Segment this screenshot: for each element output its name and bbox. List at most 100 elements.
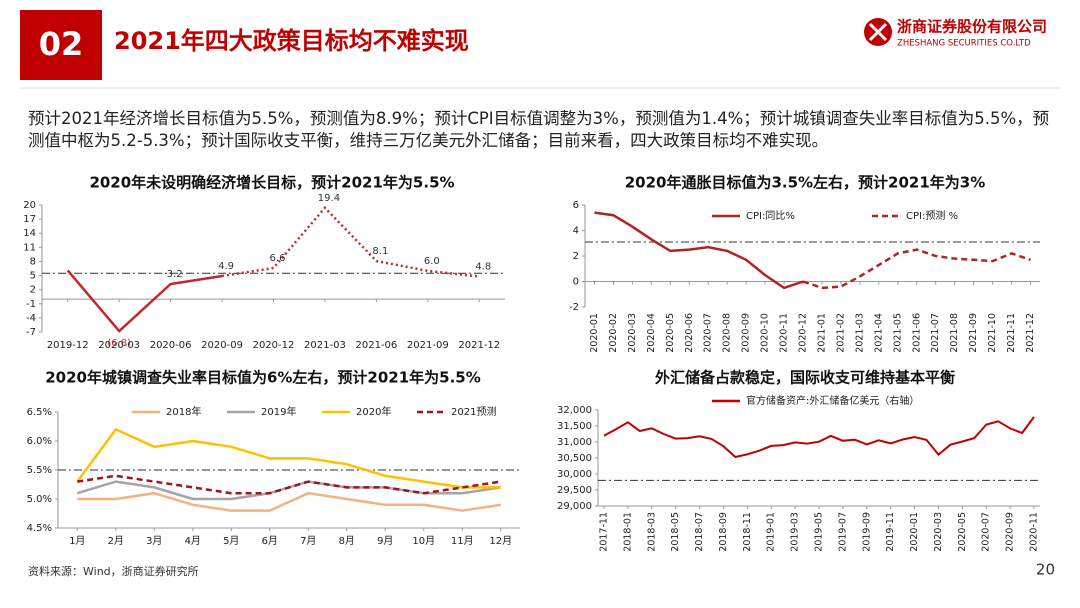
y-tick-label: 31,500 xyxy=(557,421,592,432)
legend-label: 2020年 xyxy=(356,405,391,418)
x-tick-label: 2020-04 xyxy=(646,313,657,353)
data-label: 4.9 xyxy=(218,261,234,272)
x-tick-label: 2018-11 xyxy=(742,512,753,552)
y-tick-label: 31,000 xyxy=(557,437,592,448)
x-tick-label: 2月 xyxy=(108,535,124,547)
x-tick-label: 2021-12 xyxy=(1025,313,1036,353)
x-tick-label: 2020-11 xyxy=(1029,512,1040,552)
y-tick-label: 20 xyxy=(23,200,36,211)
y-tick-label: -7 xyxy=(26,327,36,338)
y-tick-label: 5 xyxy=(30,271,36,282)
x-tick-label: 4月 xyxy=(185,535,201,547)
x-tick-label: 9月 xyxy=(377,535,393,547)
x-tick-label: 2020-07 xyxy=(981,512,992,552)
x-tick-label: 2019-09 xyxy=(861,512,872,552)
data-label: 4.8 xyxy=(475,261,491,272)
x-tick-label: 2017-11 xyxy=(598,512,609,552)
series-line xyxy=(77,491,501,512)
data-label: 19.4 xyxy=(318,193,340,204)
x-tick-label: 2020-05 xyxy=(665,313,676,353)
legend-label: CPI:同比% xyxy=(746,210,795,222)
data-label: (6.8) xyxy=(107,338,131,349)
x-tick-label: 2021-09 xyxy=(407,340,449,351)
y-tick-label: 14 xyxy=(23,228,36,239)
y-tick-label: 30,500 xyxy=(557,453,592,464)
x-tick-label: 2020-06 xyxy=(684,313,695,353)
legend-label: 2018年 xyxy=(166,405,201,418)
x-tick-label: 2020-06 xyxy=(150,340,192,351)
page-number: 20 xyxy=(1036,561,1055,579)
series-line xyxy=(221,205,480,278)
logo-name-en: ZHESHANG SECURITIES CO.LTD xyxy=(897,39,1031,49)
chart-title: 外汇储备占款稳定，国际收支可维持基本平衡 xyxy=(654,369,955,387)
chart-title: 2020年未设明确经济增长目标，预计2021年为5.5% xyxy=(89,174,454,192)
y-tick-label: 8 xyxy=(30,256,36,267)
y-tick-label: 30,000 xyxy=(557,469,592,480)
x-tick-label: 2020-12 xyxy=(798,313,809,353)
x-tick-label: 2021-03 xyxy=(854,313,865,353)
x-tick-label: 2020-08 xyxy=(722,313,733,353)
x-tick-label: 2020-10 xyxy=(760,313,771,353)
x-tick-label: 11月 xyxy=(451,535,474,547)
x-tick-label: 2021-07 xyxy=(930,313,941,353)
x-tick-label: 2020-01 xyxy=(589,313,600,353)
x-tick-label: 2018-01 xyxy=(622,512,633,552)
section-number: 02 xyxy=(39,25,84,63)
y-tick-label: 4.5% xyxy=(27,523,52,534)
x-tick-label: 8月 xyxy=(339,535,355,547)
chart-title: 2020年城镇调查失业率目标值为6%左右，预计2021年为5.5% xyxy=(45,369,481,387)
x-tick-label: 2020-03 xyxy=(627,313,638,353)
y-tick-label: 17 xyxy=(23,214,36,225)
y-tick-label: 6.0% xyxy=(27,436,52,447)
x-tick-label: 2021-08 xyxy=(949,313,960,353)
y-tick-label: 6 xyxy=(573,200,579,211)
x-tick-label: 2020-02 xyxy=(608,313,619,353)
y-tick-label: 32,000 xyxy=(557,405,592,416)
y-tick-label: 2 xyxy=(30,285,36,296)
x-tick-label: 2021-04 xyxy=(873,313,884,353)
y-tick-label: 29,000 xyxy=(557,501,592,512)
series-line xyxy=(77,474,501,495)
x-tick-label: 2019-12 xyxy=(47,340,89,351)
legend-label: 2019年 xyxy=(261,405,296,418)
y-tick-label: 5.0% xyxy=(27,494,52,505)
x-tick-label: 2021-06 xyxy=(911,313,922,353)
data-label: 6.6 xyxy=(270,253,286,264)
y-tick-label: -2 xyxy=(569,302,579,313)
x-tick-label: 2021-02 xyxy=(835,313,846,353)
y-tick-label: 2 xyxy=(573,251,579,262)
y-tick-label: 4 xyxy=(573,226,579,237)
logo-name: 浙商证券股份有限公司 xyxy=(897,18,1047,36)
x-tick-label: 2020-07 xyxy=(703,313,714,353)
x-tick-label: 2020-09 xyxy=(741,313,752,353)
legend-label: 2021预测 xyxy=(451,405,496,418)
y-tick-label: 29,500 xyxy=(557,485,592,496)
y-tick-label: 11 xyxy=(23,242,36,253)
x-tick-label: 2018-03 xyxy=(646,512,657,552)
chart-title: 2020年通胀目标值为3.5%左右，预计2021年为3% xyxy=(625,174,986,192)
series-line xyxy=(603,416,1035,459)
x-tick-label: 2021-12 xyxy=(458,340,500,351)
legend-label: 官方储备资产:外汇储备亿美元（右轴） xyxy=(746,394,919,407)
y-tick-label: 6.5% xyxy=(27,407,52,418)
x-tick-label: 3月 xyxy=(146,535,162,547)
x-tick-label: 12月 xyxy=(489,535,512,547)
x-tick-label: 2019-05 xyxy=(814,512,825,552)
series-line xyxy=(66,269,223,333)
slide-title: 2021年四大政策目标均不难实现 xyxy=(114,27,469,55)
x-tick-label: 2019-03 xyxy=(790,512,801,552)
y-tick-label: 0 xyxy=(573,277,579,288)
x-tick-label: 2021-09 xyxy=(968,313,979,353)
logo-mark xyxy=(868,22,888,42)
source: 资料来源：Wind，浙商证券研究所 xyxy=(28,564,199,578)
x-tick-label: 7月 xyxy=(300,535,316,547)
data-label: 6.0 xyxy=(424,256,440,267)
x-tick-label: 2020-09 xyxy=(1005,512,1016,552)
x-tick-label: 6月 xyxy=(262,535,278,547)
x-tick-label: 2020-03 xyxy=(933,512,944,552)
x-tick-label: 2018-07 xyxy=(694,512,705,552)
series-line xyxy=(802,248,1031,290)
legend-label: CPI:预测 % xyxy=(906,209,958,222)
